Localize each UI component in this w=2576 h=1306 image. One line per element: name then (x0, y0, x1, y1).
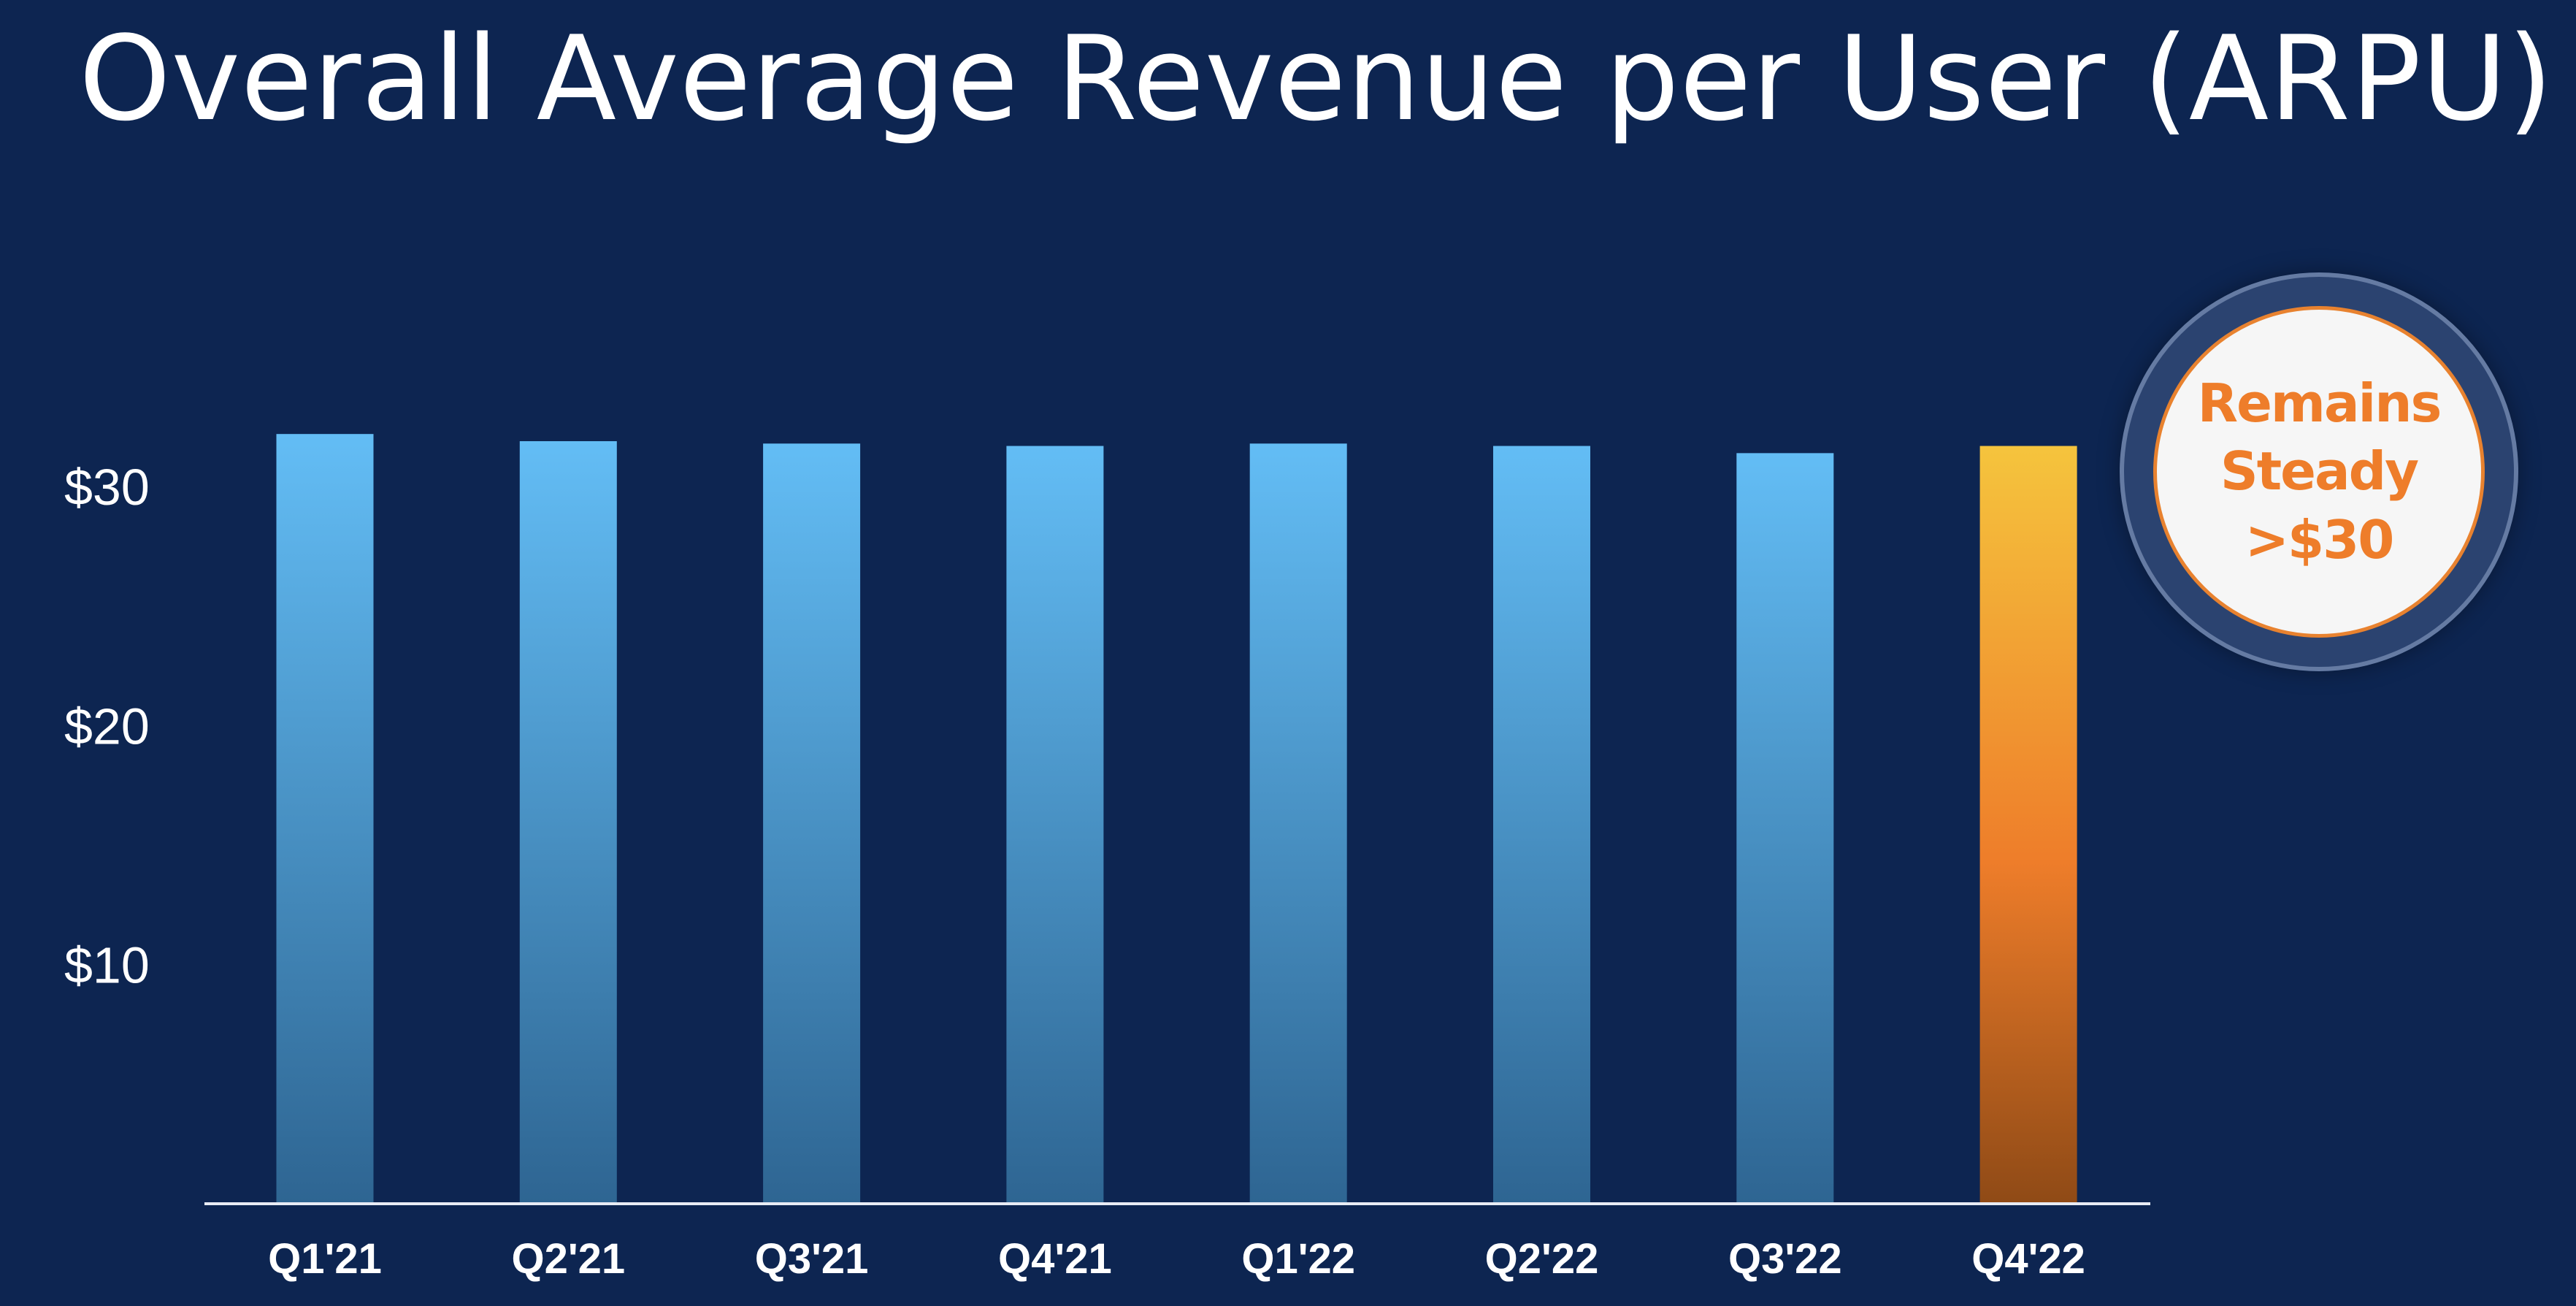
x-tick-label: Q2'22 (1485, 1235, 1599, 1283)
y-tick-label: $20 (64, 698, 150, 755)
x-tick-label: Q3'22 (1728, 1235, 1842, 1283)
x-axis-category-labels: Q1'21 Q2'21 Q3'21 Q4'21 Q1'22 Q2'22 Q3'22 Q4'22 (268, 1235, 2085, 1283)
gridlines (204, 723, 2150, 967)
y-axis-tick-labels: $10 $20 $30 (64, 459, 150, 994)
callout-text: Remains Steady >$30 (2197, 370, 2442, 575)
bar (276, 434, 374, 1204)
y-tick-label: $30 (64, 459, 150, 516)
bars (276, 434, 2077, 1204)
x-tick-label: Q2'21 (511, 1235, 625, 1283)
y-tick-label: $10 (64, 937, 150, 994)
page-title: Overall Average Revenue per User (ARPU) (79, 10, 2553, 147)
x-tick-label: Q4'22 (1971, 1235, 2085, 1283)
x-tick-label: Q1'21 (268, 1235, 382, 1283)
callout-line-3: >$30 (2245, 508, 2395, 570)
callout-line-1: Remains (2197, 372, 2442, 434)
bar (1493, 446, 1590, 1204)
x-tick-label: Q1'22 (1241, 1235, 1355, 1283)
callout-badge: Remains Steady >$30 (2120, 272, 2518, 671)
x-tick-label: Q4'21 (998, 1235, 1112, 1283)
bar (1006, 446, 1104, 1204)
bar-highlight (1979, 446, 2077, 1204)
x-tick-label: Q3'21 (755, 1235, 869, 1283)
bar (1249, 443, 1347, 1204)
bar (1736, 453, 1834, 1204)
bar (519, 441, 617, 1204)
callout-inner-circle: Remains Steady >$30 (2153, 306, 2485, 638)
callout-line-2: Steady (2220, 440, 2419, 503)
bar (763, 443, 861, 1204)
